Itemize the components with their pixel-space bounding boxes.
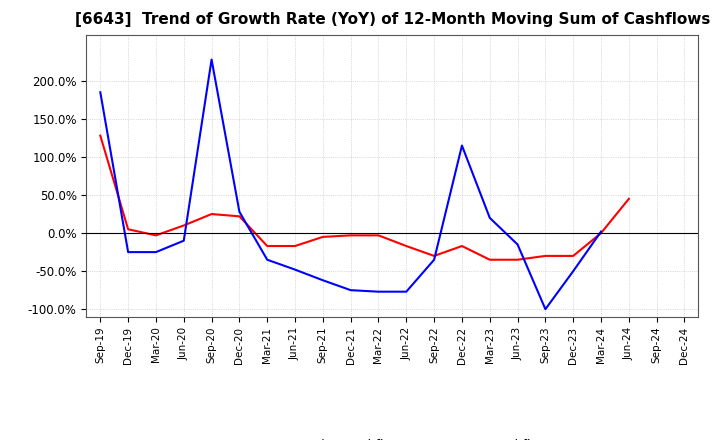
Operating Cashflow: [235, 214, 243, 219]
Operating Cashflow: [124, 227, 132, 232]
Free Cashflow: [569, 268, 577, 274]
Free Cashflow: [96, 90, 104, 95]
Operating Cashflow: [597, 231, 606, 236]
Operating Cashflow: [430, 253, 438, 259]
Free Cashflow: [291, 267, 300, 272]
Free Cashflow: [152, 249, 161, 255]
Line: Operating Cashflow: Operating Cashflow: [100, 136, 629, 260]
Free Cashflow: [318, 278, 327, 283]
Free Cashflow: [430, 257, 438, 262]
Free Cashflow: [374, 289, 383, 294]
Free Cashflow: [597, 229, 606, 234]
Operating Cashflow: [152, 233, 161, 238]
Operating Cashflow: [374, 233, 383, 238]
Free Cashflow: [402, 289, 410, 294]
Legend: Operating Cashflow, Free Cashflow: Operating Cashflow, Free Cashflow: [231, 434, 554, 440]
Operating Cashflow: [624, 196, 633, 202]
Free Cashflow: [263, 257, 271, 262]
Operating Cashflow: [318, 234, 327, 239]
Operating Cashflow: [513, 257, 522, 262]
Operating Cashflow: [458, 243, 467, 249]
Operating Cashflow: [402, 243, 410, 249]
Free Cashflow: [179, 238, 188, 243]
Free Cashflow: [124, 249, 132, 255]
Operating Cashflow: [346, 233, 355, 238]
Free Cashflow: [458, 143, 467, 148]
Operating Cashflow: [541, 253, 550, 259]
Operating Cashflow: [291, 243, 300, 249]
Free Cashflow: [485, 215, 494, 220]
Free Cashflow: [207, 57, 216, 62]
Free Cashflow: [346, 287, 355, 293]
Free Cashflow: [235, 209, 243, 214]
Operating Cashflow: [96, 133, 104, 138]
Operating Cashflow: [569, 253, 577, 259]
Line: Free Cashflow: Free Cashflow: [100, 59, 601, 309]
Free Cashflow: [513, 242, 522, 247]
Operating Cashflow: [207, 211, 216, 216]
Free Cashflow: [541, 307, 550, 312]
Operating Cashflow: [179, 223, 188, 228]
Title: [6643]  Trend of Growth Rate (YoY) of 12-Month Moving Sum of Cashflows: [6643] Trend of Growth Rate (YoY) of 12-…: [75, 12, 710, 27]
Operating Cashflow: [263, 243, 271, 249]
Operating Cashflow: [485, 257, 494, 262]
